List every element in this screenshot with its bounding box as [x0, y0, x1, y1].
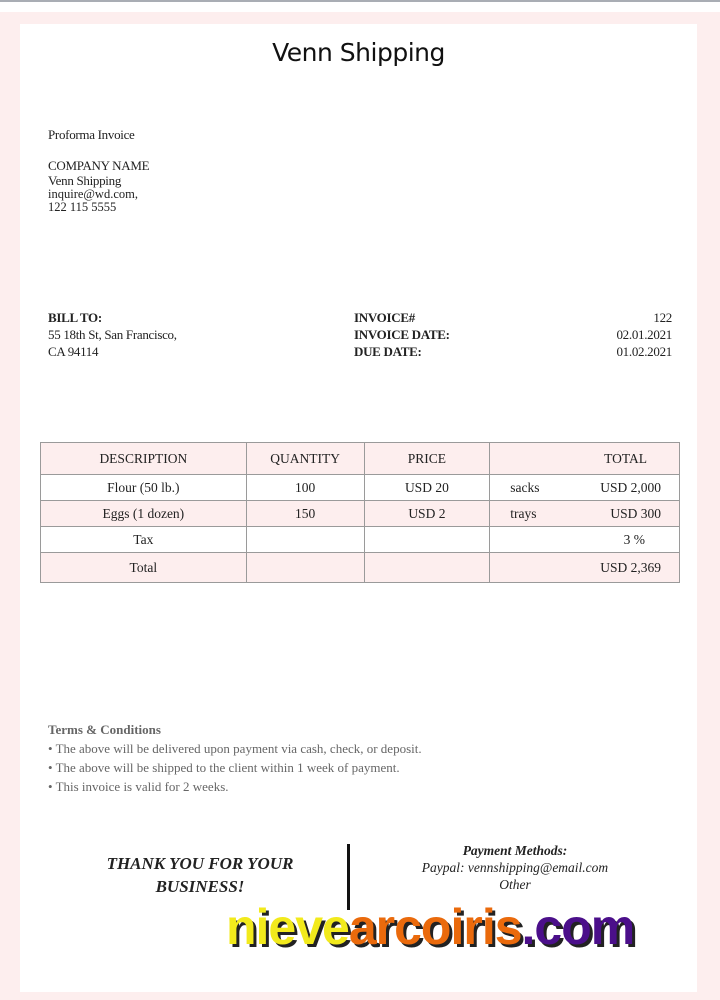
payment-methods: Payment Methods: Paypal: vennshipping@em… [390, 842, 640, 893]
header-price: PRICE [363, 442, 491, 475]
due-date-label: DUE DATE: [354, 344, 422, 359]
invoice-date-label: INVOICE DATE: [354, 327, 450, 342]
terms-section: Terms & Conditions • The above will be d… [48, 720, 422, 796]
row-total-cell: sacks USD 2,000 [489, 474, 680, 501]
invoice-number: 122 [653, 310, 672, 325]
row-description: Total [40, 552, 247, 583]
thanks-line2: BUSINESS! [155, 877, 245, 896]
table-row: Total USD 2,369 [40, 552, 680, 583]
header-quantity: QUANTITY [245, 442, 365, 475]
row-total: 3 % [623, 531, 645, 547]
items-table: DESCRIPTION QUANTITY PRICE TOTAL Flour (… [40, 442, 680, 583]
row-quantity: 150 [245, 500, 365, 527]
invoice-date: 02.01.2021 [616, 327, 672, 342]
row-price: USD 2 [363, 500, 491, 527]
company-name: Venn Shipping [48, 173, 122, 188]
document-type: Proforma Invoice [48, 127, 135, 142]
row-total: USD 2,369 [600, 559, 661, 575]
row-total: USD 300 [610, 505, 661, 521]
top-border [0, 0, 720, 2]
row-total-cell: 3 % [489, 526, 680, 553]
company-phone: 122 115 5555 [48, 200, 117, 214]
row-price [363, 526, 491, 553]
table-row: Flour (50 lb.) 100 USD 20 sacks USD 2,000 [40, 474, 680, 501]
top-strip [0, 2, 720, 12]
payment-heading: Payment Methods: [462, 843, 568, 858]
row-price: USD 20 [363, 474, 491, 501]
table-header-row: DESCRIPTION QUANTITY PRICE TOTAL [40, 442, 680, 475]
invoice-page: Venn Shipping Proforma Invoice COMPANY N… [20, 24, 697, 992]
table-row: Tax 3 % [40, 526, 680, 553]
footer-divider [347, 844, 350, 910]
row-total-cell: USD 2,369 [489, 552, 680, 583]
terms-item: • This invoice is valid for 2 weeks. [48, 779, 229, 794]
company-block: COMPANY NAME Venn Shipping inquire@wd.co… [48, 158, 150, 214]
header-total: TOTAL [489, 442, 680, 475]
company-email: inquire@wd.com, [48, 187, 138, 201]
watermark-logo: nievearcoiris.com [226, 899, 636, 955]
watermark-part1: nieve [226, 899, 350, 955]
invoice-values: 122 02.01.2021 01.02.2021 [616, 309, 672, 360]
bill-to-label: BILL TO: [48, 310, 102, 325]
due-date: 01.02.2021 [616, 344, 672, 359]
thank-you-message: THANK YOU FOR YOUR BUSINESS! [80, 852, 320, 898]
row-quantity [245, 526, 365, 553]
company-label: COMPANY NAME [48, 158, 150, 173]
invoice-labels: INVOICE# INVOICE DATE: DUE DATE: [354, 309, 450, 360]
row-description: Eggs (1 dozen) [40, 500, 247, 527]
row-unit: trays [510, 505, 537, 521]
watermark-part2: arcoiris [348, 899, 523, 955]
row-total: USD 2,000 [600, 479, 661, 495]
terms-item: • The above will be delivered upon payme… [48, 741, 422, 756]
row-quantity [245, 552, 365, 583]
row-total-cell: trays USD 300 [489, 500, 680, 527]
row-price [363, 552, 491, 583]
terms-item: • The above will be shipped to the clien… [48, 760, 400, 775]
bill-to-line2: CA 94114 [48, 344, 99, 359]
payment-paypal: Paypal: vennshipping@email.com [421, 860, 609, 875]
row-description: Tax [40, 526, 247, 553]
invoice-number-label: INVOICE# [354, 310, 415, 325]
payment-other: Other [499, 877, 531, 892]
page-title: Venn Shipping [272, 38, 445, 67]
terms-heading: Terms & Conditions [48, 722, 161, 737]
header-description: DESCRIPTION [40, 442, 247, 475]
watermark-part3: .com [521, 899, 636, 955]
thanks-line1: THANK YOU FOR YOUR [106, 854, 294, 873]
row-unit: sacks [510, 479, 540, 495]
bill-to-line1: 55 18th St, San Francisco, [48, 327, 177, 342]
bill-to-block: BILL TO: 55 18th St, San Francisco, CA 9… [48, 309, 177, 360]
row-description: Flour (50 lb.) [40, 474, 247, 501]
table-row: Eggs (1 dozen) 150 USD 2 trays USD 300 [40, 500, 680, 527]
row-quantity: 100 [245, 474, 365, 501]
